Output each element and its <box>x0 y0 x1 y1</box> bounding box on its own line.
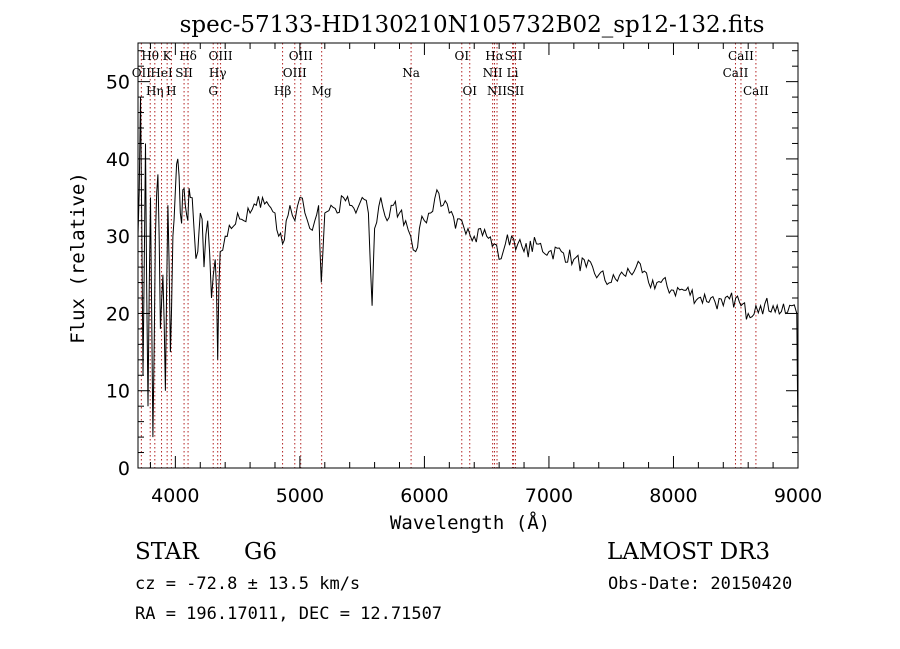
line-marker-label-22: SII <box>505 49 523 63</box>
object-class: STAR <box>135 539 199 565</box>
spectrum-line <box>137 97 799 445</box>
line-markers: OII Hθ Hη HeI K H SII Hδ G Hγ OIII Hβ OIII OIII Mg Na OI… <box>132 43 769 468</box>
line-marker-label-19: Hα <box>485 49 504 63</box>
spectrum-series <box>137 97 799 445</box>
chart-title: spec-57133-HD130210N105732B02_sp12-132.f… <box>180 12 765 38</box>
x-tick-label-5: 9000 <box>774 485 822 507</box>
x-tick-label-1: 5000 <box>276 485 324 507</box>
y-tick-label-2: 20 <box>106 303 130 325</box>
x-tick-label-3: 7000 <box>525 485 573 507</box>
y-tick-label-3: 30 <box>106 226 130 248</box>
x-tick-label-0: 4000 <box>151 485 199 507</box>
x-tick-label-2: 6000 <box>400 485 448 507</box>
axes: 4000 5000 6000 7000 8000 9000 0 10 20 30 40 50 <box>106 43 822 507</box>
plot-frame <box>137 42 799 469</box>
x-tick-label-4: 8000 <box>649 485 697 507</box>
survey-name: LAMOST DR3 <box>607 539 771 565</box>
line-marker-label-6: SII <box>175 66 193 80</box>
line-marker-label-4: K <box>163 49 173 63</box>
line-marker-label-24: CaII <box>723 66 749 80</box>
y-tick-label-0: 0 <box>118 458 130 480</box>
line-marker-label-18: NII <box>483 66 503 80</box>
line-marker-label-9: Hγ <box>209 66 227 80</box>
obs-date: Obs-Date: 20150420 <box>608 574 793 594</box>
x-axis-label: Wavelength (Å) <box>390 511 550 534</box>
line-marker-label-15: Na <box>402 66 420 80</box>
line-marker-label-2: Hη <box>146 84 164 98</box>
line-marker-label-21: Li <box>507 66 519 80</box>
coordinates: RA = 196.17011, DEC = 12.71507 <box>135 604 443 624</box>
y-axis-label: Flux (relative) <box>67 172 89 344</box>
line-marker-label-13: OIII <box>289 49 313 63</box>
line-marker-label-20: NII <box>487 84 507 98</box>
y-tick-label-5: 50 <box>106 72 130 94</box>
line-marker-label-26: CaII <box>743 84 769 98</box>
line-marker-label-7: Hδ <box>179 49 197 63</box>
redshift-info: cz = -72.8 ± 13.5 km/s <box>135 574 361 594</box>
line-marker-label-0: OII <box>132 66 152 80</box>
spectral-subclass: G6 <box>244 539 278 565</box>
y-tick-label-4: 40 <box>106 149 130 171</box>
line-marker-label-1: Hθ <box>141 49 159 63</box>
line-marker-label-12: OIII <box>283 66 307 80</box>
line-marker-label-23: SII <box>507 84 525 98</box>
y-tick-label-1: 10 <box>106 381 130 403</box>
line-marker-label-10: OIII <box>209 49 233 63</box>
line-marker-label-8: G <box>208 84 218 98</box>
line-marker-label-25: CaII <box>728 49 754 63</box>
line-marker-label-14: Mg <box>312 84 332 98</box>
line-marker-label-3: HeI <box>150 66 173 80</box>
line-marker-label-17: OI <box>462 84 477 98</box>
line-marker-label-11: Hβ <box>274 84 291 98</box>
line-marker-label-5: H <box>166 84 176 98</box>
line-marker-label-16: OI <box>454 49 469 63</box>
